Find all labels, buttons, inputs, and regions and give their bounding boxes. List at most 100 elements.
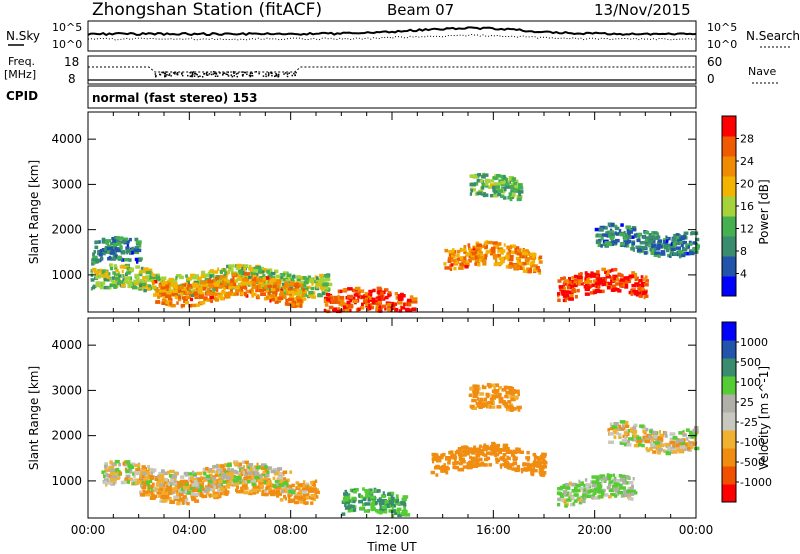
- heatmap-cell: [236, 476, 242, 480]
- heatmap-cell: [467, 259, 472, 263]
- heatmap-cell: [239, 472, 242, 476]
- heatmap-cell: [154, 477, 161, 481]
- heatmap-cell: [259, 269, 262, 273]
- heatmap-cell: [497, 261, 501, 266]
- heatmap-cell: [649, 235, 656, 240]
- nave-point: [227, 75, 230, 77]
- nave-point: [212, 73, 215, 75]
- heatmap-cell: [626, 489, 630, 493]
- heatmap-cell: [221, 475, 225, 479]
- heatmap-cell: [157, 494, 164, 498]
- heatmap-cell: [325, 292, 331, 297]
- heatmap-cell: [658, 448, 663, 452]
- heatmap-cell: [220, 464, 225, 469]
- heatmap-cell: [478, 405, 482, 409]
- heatmap-cell: [198, 294, 205, 298]
- heatmap-cell: [328, 296, 334, 300]
- heatmap-cell: [609, 422, 613, 426]
- heatmap-cell: [158, 485, 163, 490]
- heatmap-cell: [482, 244, 486, 248]
- heatmap-cell: [262, 274, 266, 278]
- heatmap-cell: [613, 482, 619, 486]
- heatmap-cell: [388, 305, 393, 310]
- heatmap-cell: [143, 478, 149, 482]
- heatmap-cell: [489, 451, 493, 455]
- heatmap-cell: [165, 284, 170, 289]
- heatmap-cell: [532, 259, 536, 263]
- heatmap-cell: [161, 292, 167, 297]
- heatmap-cell: [379, 305, 383, 309]
- heatmap-cell: [224, 285, 229, 289]
- heatmap-cell: [473, 448, 477, 452]
- nave-point: [165, 75, 167, 77]
- heatmap-cell: [155, 275, 161, 280]
- nave-point: [181, 73, 183, 75]
- heatmap-cell: [610, 288, 616, 292]
- heatmap-cell: [591, 475, 596, 479]
- heatmap-cell: [138, 480, 142, 484]
- heatmap-cell: [268, 491, 271, 495]
- heatmap-cell: [644, 283, 649, 287]
- heatmap-cell: [310, 286, 315, 291]
- heatmap-cell: [130, 281, 137, 286]
- heatmap-cell: [114, 254, 118, 258]
- heatmap-cell: [680, 243, 684, 248]
- y-tick-label: 2000: [51, 429, 82, 443]
- heatmap-cell: [228, 268, 234, 272]
- heatmap-cell: [462, 465, 469, 469]
- heatmap-cell: [663, 431, 668, 435]
- power-ylabel: Slant Range [km]: [27, 160, 41, 264]
- heatmap-cell: [391, 499, 398, 503]
- heatmap-cell: [681, 441, 686, 446]
- heatmap-cell: [449, 264, 452, 268]
- heatmap-cell: [483, 445, 488, 449]
- heatmap-cell: [228, 480, 232, 484]
- heatmap-cell: [467, 465, 470, 469]
- nave-point: [205, 74, 208, 76]
- heatmap-cell: [140, 269, 146, 274]
- colorbar-segment: [722, 116, 736, 137]
- heatmap-cell: [254, 475, 260, 480]
- heatmap-cell: [338, 302, 344, 306]
- heatmap-cell: [255, 280, 261, 285]
- heatmap-cell: [576, 275, 583, 279]
- heatmap-cell: [515, 256, 521, 261]
- y-tick-label: 4000: [51, 338, 82, 352]
- heatmap-cell: [483, 447, 488, 452]
- heatmap-cell: [180, 303, 185, 308]
- heatmap-cell: [636, 238, 641, 243]
- heatmap-cell: [568, 283, 572, 288]
- power-heatmap-cells: [90, 172, 700, 314]
- heatmap-cell: [445, 467, 450, 471]
- heatmap-cell: [488, 384, 492, 389]
- heatmap-cell: [591, 496, 598, 500]
- nave-point: [194, 72, 196, 75]
- heatmap-cell: [179, 287, 185, 292]
- heatmap-cell: [469, 455, 472, 460]
- heatmap-cell: [485, 451, 492, 455]
- heatmap-cell: [487, 401, 494, 405]
- nave-point: [242, 75, 244, 77]
- heatmap-cell: [196, 471, 202, 476]
- nave-point: [237, 72, 239, 75]
- heatmap-cell: [186, 287, 189, 291]
- heatmap-cell: [304, 495, 310, 500]
- heatmap-cell: [165, 294, 171, 298]
- heatmap-cell: [173, 482, 178, 486]
- heatmap-cell: [276, 492, 282, 496]
- heatmap-cell: [563, 489, 568, 494]
- heatmap-cell: [265, 473, 270, 478]
- heatmap-cell: [160, 289, 167, 293]
- heatmap-cell: [537, 461, 542, 466]
- heatmap-cell: [238, 277, 244, 281]
- heatmap-cell: [258, 269, 261, 274]
- nave-point: [277, 73, 280, 76]
- heatmap-cell: [671, 239, 675, 243]
- heatmap-cell: [147, 287, 151, 291]
- heatmap-cell: [286, 288, 289, 293]
- heatmap-cell: [500, 456, 506, 460]
- heatmap-cell: [397, 510, 400, 514]
- nave-point: [207, 74, 209, 76]
- heatmap-cell: [498, 256, 502, 260]
- heatmap-cell: [631, 484, 634, 489]
